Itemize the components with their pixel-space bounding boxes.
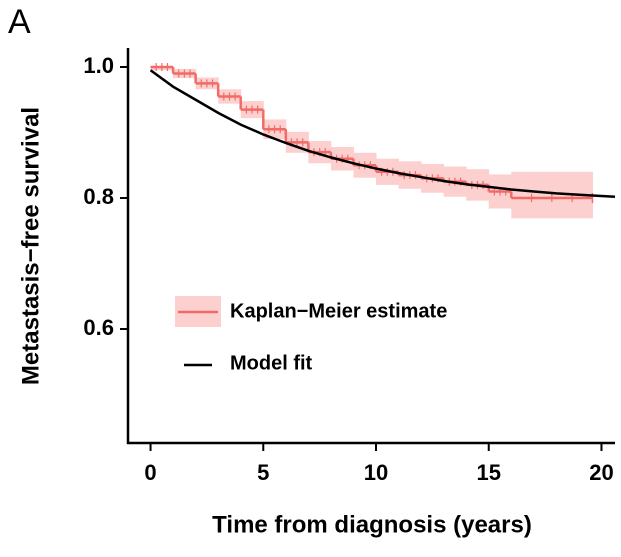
y-axis-label: Metastasis−free survival (17, 107, 44, 385)
legend-label: Kaplan−Meier estimate (230, 300, 447, 322)
x-tick-label: 10 (364, 460, 388, 485)
x-tick-label: 0 (144, 460, 156, 485)
model-fit-line (149, 69, 616, 198)
plot-area (149, 62, 616, 219)
panel-label: A (8, 3, 31, 41)
y-tick-label: 0.8 (83, 184, 114, 209)
y-tick-label: 1.0 (83, 53, 114, 78)
y-tick-label: 0.6 (83, 315, 114, 340)
x-tick-label: 15 (476, 460, 500, 485)
x-axis-label: Time from diagnosis (years) (212, 511, 532, 538)
x-tick-label: 20 (589, 460, 613, 485)
legend-label: Model fit (230, 352, 313, 374)
x-tick-label: 5 (257, 460, 269, 485)
